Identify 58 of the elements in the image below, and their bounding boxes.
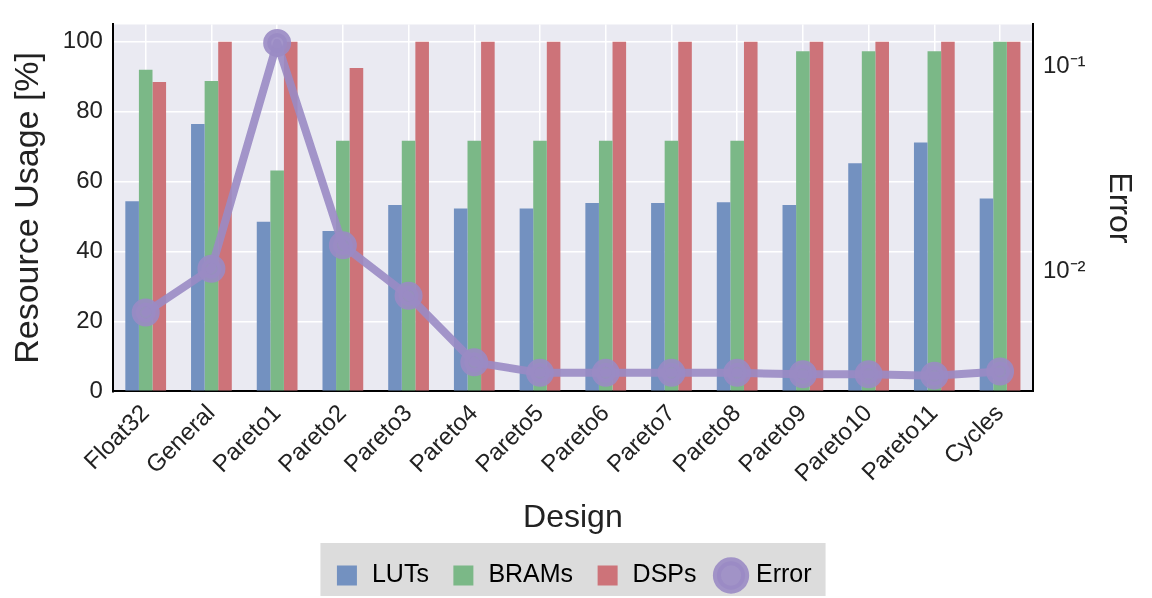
bar (125, 201, 139, 391)
point (986, 357, 1015, 386)
point (131, 298, 160, 327)
x-axis-title: Design (523, 497, 623, 534)
bar (256, 221, 271, 391)
y2-axis-title: Error (1102, 172, 1139, 244)
bar (651, 202, 665, 391)
bar (796, 51, 810, 391)
point (526, 358, 555, 387)
y-tick-label: 40 (76, 236, 103, 264)
point (263, 28, 292, 57)
bar (678, 41, 692, 391)
point (920, 361, 949, 390)
bar (481, 41, 495, 391)
point (854, 360, 883, 389)
point (657, 358, 686, 387)
bar (152, 82, 167, 391)
bar (913, 142, 928, 391)
bar (533, 140, 547, 391)
y-tick-label: 0 (89, 375, 103, 403)
point (591, 358, 620, 387)
point (328, 231, 357, 260)
legend-label: BRAMs (488, 559, 574, 588)
y-tick-label: 60 (76, 166, 103, 194)
point (788, 360, 817, 389)
legend-label: DSPs (632, 559, 697, 588)
bar (322, 230, 337, 391)
y-tick-label: 100 (62, 26, 103, 54)
bar (743, 41, 758, 391)
bar (993, 41, 1007, 391)
point (394, 281, 423, 310)
y-tick-label: 80 (76, 96, 103, 124)
point (723, 358, 752, 387)
legend-label: Error (756, 559, 812, 588)
legend-label: LUTs (371, 559, 429, 588)
y2-tick-label: 10⁻¹ (1042, 50, 1086, 78)
bar (270, 170, 284, 391)
bar (415, 41, 429, 391)
bar (848, 163, 862, 391)
bar (612, 41, 627, 391)
bar (598, 140, 613, 391)
bar (283, 41, 298, 391)
y-tick-label: 20 (76, 306, 103, 334)
y-axis-title: Resource Usage [%] (6, 51, 45, 364)
y2-tick-label: 10⁻² (1042, 255, 1086, 283)
bar (730, 140, 744, 391)
point (460, 348, 489, 377)
point (197, 254, 226, 283)
bar (941, 41, 955, 391)
bar (191, 124, 205, 391)
bar (349, 68, 364, 391)
bar (809, 41, 824, 391)
bar (1006, 41, 1021, 391)
bar (388, 205, 402, 391)
bar (875, 41, 889, 391)
bar (979, 198, 994, 391)
bar (546, 41, 561, 391)
bar (585, 202, 599, 391)
